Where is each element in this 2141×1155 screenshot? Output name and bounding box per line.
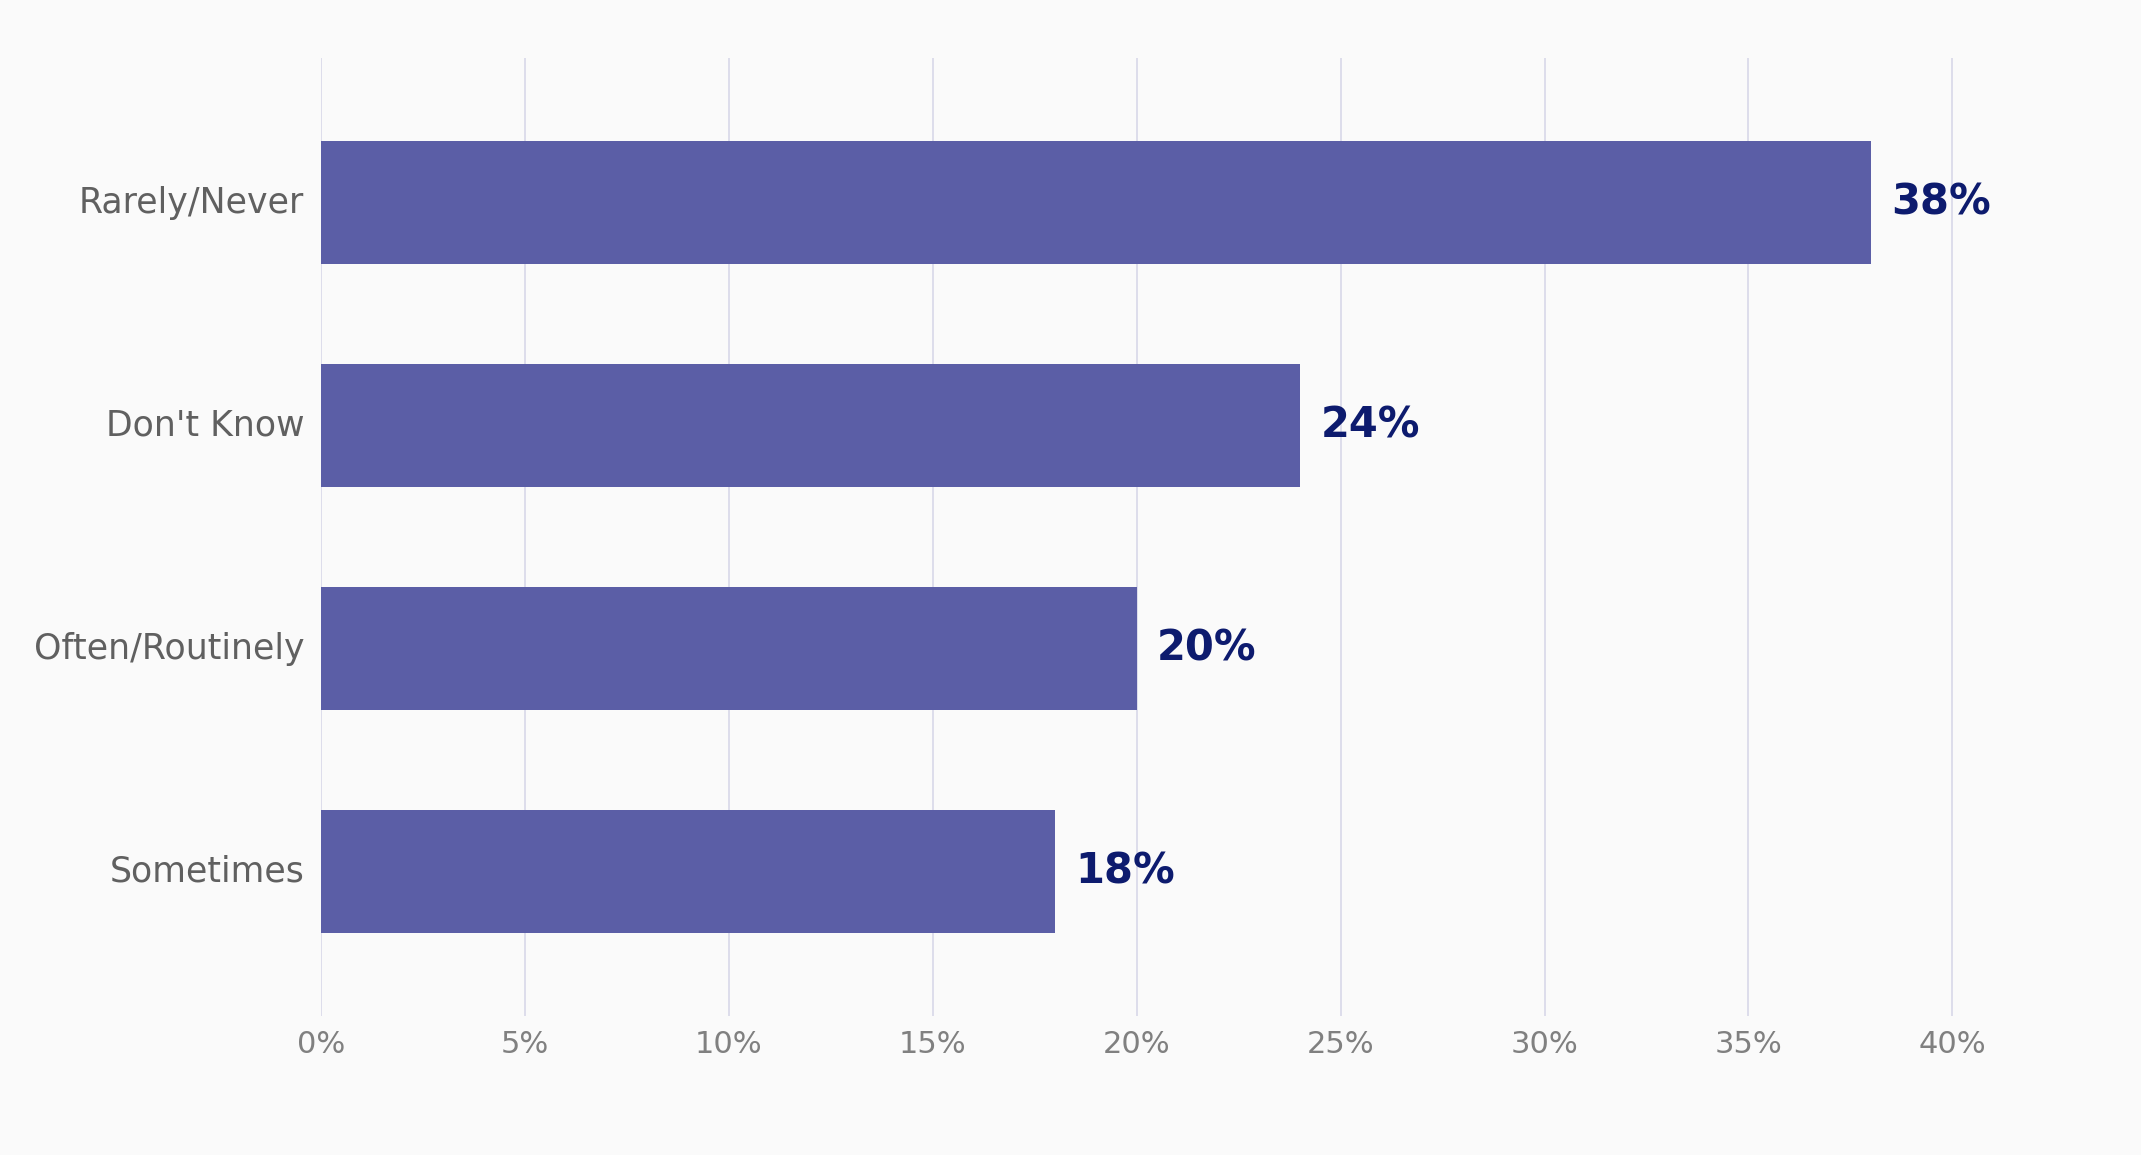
Text: 24%: 24%	[1321, 404, 1419, 447]
Bar	[321, 587, 1137, 710]
Bar	[321, 364, 1300, 487]
Bar	[321, 810, 1056, 933]
Bar	[321, 141, 1871, 264]
Text: 20%: 20%	[1156, 627, 1257, 670]
Text: 18%: 18%	[1075, 850, 1175, 893]
Text: 38%: 38%	[1891, 181, 1991, 224]
